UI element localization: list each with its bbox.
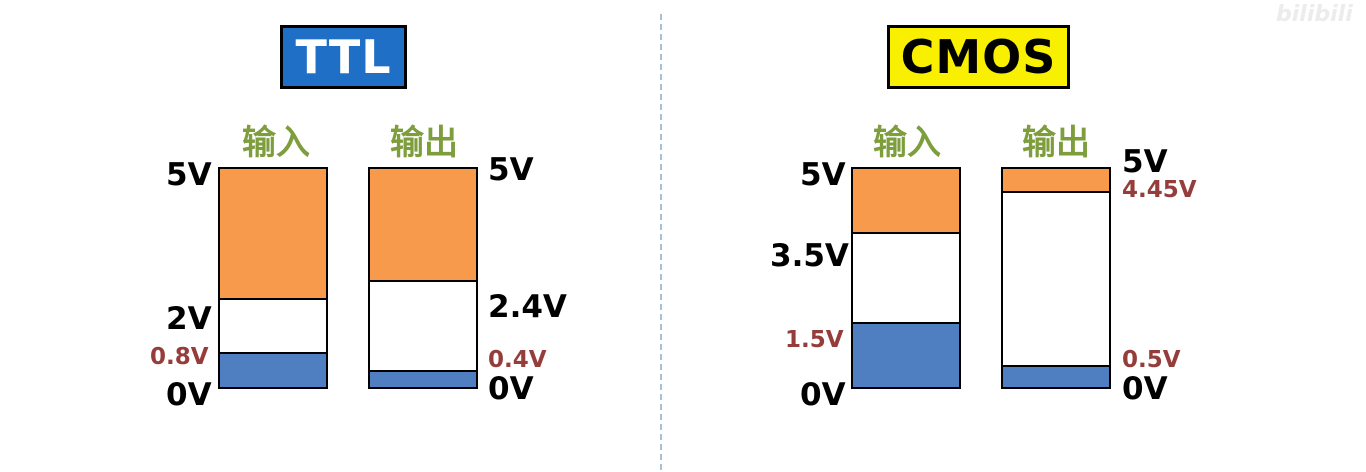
cmos-input-high-label: 3.5V (770, 238, 849, 274)
ttl-output-high-region (370, 169, 476, 282)
cmos-input-low-label: 1.5V (785, 327, 844, 353)
ttl-input-high-region (220, 169, 326, 300)
cmos-input-header: 输入 (873, 123, 941, 163)
ttl-output-bar (368, 167, 478, 389)
cmos-output-bottom-label: 0V (1122, 371, 1168, 407)
ttl-title: TTL (280, 25, 407, 89)
cmos-output-low-region (1003, 365, 1109, 387)
cmos-input-low-region (853, 322, 959, 387)
cmos-output-high-label: 4.45V (1122, 177, 1197, 203)
ttl-input-high-label: 2V (166, 301, 212, 337)
ttl-input-header: 输入 (242, 123, 310, 163)
cmos-output-bar (1001, 167, 1111, 389)
cmos-output-high-region (1003, 169, 1109, 193)
cmos-input-bar (851, 167, 961, 389)
ttl-output-header: 输出 (390, 123, 458, 163)
ttl-input-bottom-label: 0V (166, 377, 212, 413)
ttl-input-bar (218, 167, 328, 389)
cmos-input-high-region (853, 169, 959, 234)
ttl-output-bottom-label: 0V (488, 371, 534, 407)
bilibili-watermark: bilibili (1276, 2, 1353, 27)
center-divider (660, 14, 662, 470)
ttl-input-low-label: 0.8V (150, 344, 209, 370)
ttl-output-high-label: 2.4V (488, 289, 567, 325)
ttl-output-low-region (370, 370, 476, 387)
ttl-input-top-label: 5V (166, 157, 212, 193)
cmos-title: CMOS (887, 25, 1070, 89)
cmos-output-header: 输出 (1022, 123, 1090, 163)
cmos-input-top-label: 5V (800, 157, 846, 193)
cmos-output-low-label: 0.5V (1122, 347, 1181, 373)
ttl-output-top-label: 5V (488, 152, 534, 188)
ttl-input-low-region (220, 352, 326, 387)
cmos-input-bottom-label: 0V (800, 377, 846, 413)
ttl-output-low-label: 0.4V (488, 347, 547, 373)
cmos-output-top-label: 5V (1122, 144, 1168, 180)
